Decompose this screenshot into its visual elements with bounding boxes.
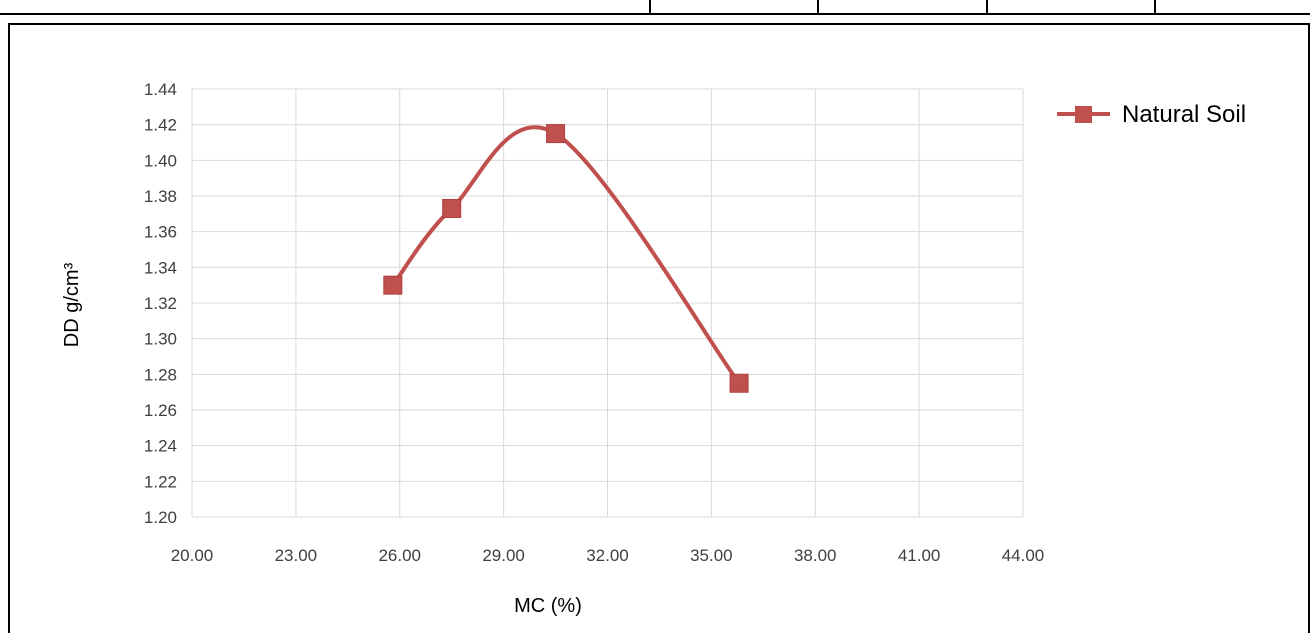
y-axis-title: DD g/cm³ <box>61 262 83 347</box>
y-tick-label: 1.36 <box>144 223 177 242</box>
x-tick-label: 44.00 <box>1002 546 1045 565</box>
y-tick-label: 1.28 <box>144 365 177 384</box>
table-fragment <box>0 0 1310 15</box>
y-tick-labels: 1.20 1.22 1.24 1.26 1.28 1.30 1.32 1.34 1.36 1.38… <box>144 80 177 527</box>
legend: Natural Soil <box>1057 101 1246 128</box>
data-point-marker <box>442 198 462 218</box>
x-tick-label: 41.00 <box>898 546 941 565</box>
y-tick-label: 1.42 <box>144 116 177 135</box>
series-layer <box>383 124 749 393</box>
data-point-marker <box>729 373 749 393</box>
y-tick-label: 1.22 <box>144 472 177 491</box>
x-tick-label: 23.00 <box>275 546 318 565</box>
x-tick-label: 38.00 <box>794 546 837 565</box>
x-tick-label: 20.00 <box>171 546 214 565</box>
y-tick-label: 1.38 <box>144 187 177 206</box>
y-tick-label: 1.40 <box>144 151 177 170</box>
x-tick-label: 32.00 <box>586 546 629 565</box>
y-tick-label: 1.20 <box>144 508 177 527</box>
x-tick-label: 29.00 <box>482 546 525 565</box>
x-axis-title: MC (%) <box>514 595 582 617</box>
series-line <box>391 125 741 385</box>
x-tick-label: 26.00 <box>378 546 421 565</box>
data-point-marker <box>383 275 403 295</box>
y-tick-label: 1.44 <box>144 80 177 99</box>
y-tick-label: 1.26 <box>144 401 177 420</box>
gridlines <box>191 88 1024 518</box>
data-point-marker <box>546 124 566 144</box>
x-tick-labels: 20.00 23.00 26.00 29.00 32.00 35.00 38.00 41.00… <box>171 546 1045 565</box>
y-tick-label: 1.34 <box>144 258 177 277</box>
legend-label: Natural Soil <box>1122 101 1246 128</box>
y-tick-label: 1.24 <box>144 437 177 456</box>
x-tick-label: 35.00 <box>690 546 733 565</box>
y-tick-label: 1.32 <box>144 294 177 313</box>
chart-frame <box>8 23 1310 633</box>
y-tick-label: 1.30 <box>144 330 177 349</box>
legend-marker-swatch <box>1075 106 1092 123</box>
